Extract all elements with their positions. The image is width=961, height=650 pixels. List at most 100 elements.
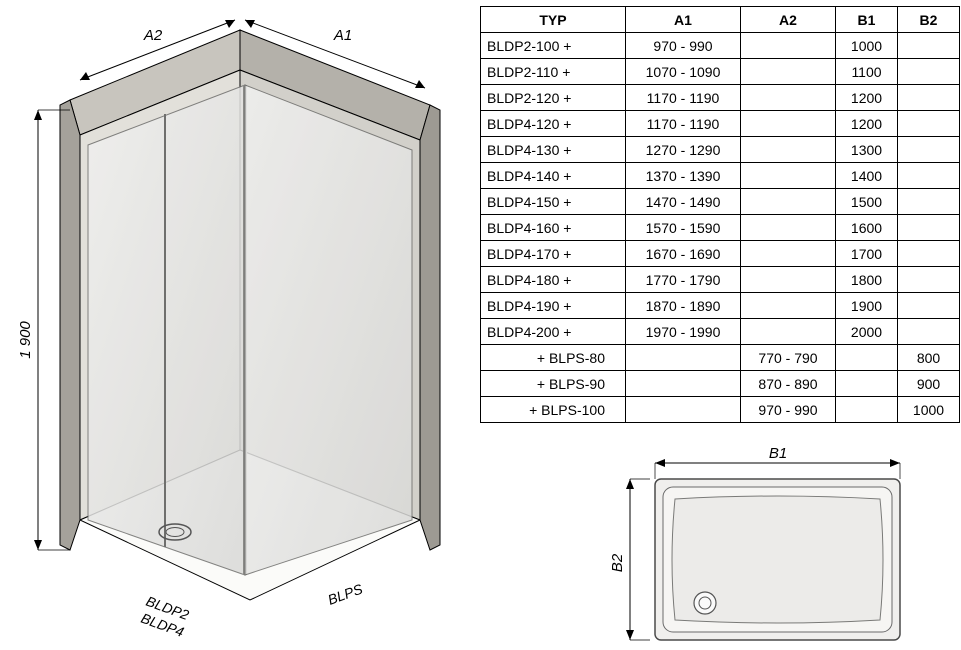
cell-a2 [741, 163, 836, 189]
cell-b1: 1100 [836, 59, 898, 85]
dimension-b1: B1 [655, 445, 900, 479]
cell-b1 [836, 345, 898, 371]
table-row: + BLPS-90 870 - 890 900 [481, 371, 960, 397]
table-row: BLDP2-110 +1070 - 1090 1100 [481, 59, 960, 85]
cell-b1: 1000 [836, 33, 898, 59]
a2-label: A2 [143, 27, 163, 44]
col-header-b2: B2 [898, 7, 960, 33]
table-row: BLDP4-190 +1870 - 1890 1900 [481, 293, 960, 319]
cell-b1: 1500 [836, 189, 898, 215]
col-header-a1: A1 [626, 7, 741, 33]
cell-a2 [741, 241, 836, 267]
cell-a1 [626, 345, 741, 371]
col-header-b1: B1 [836, 7, 898, 33]
cell-a2 [741, 319, 836, 345]
cell-a1: 1470 - 1490 [626, 189, 741, 215]
dimension-b2: B2 [609, 479, 650, 640]
cell-typ: BLDP2-120 + [481, 85, 626, 111]
cell-a1: 1270 - 1290 [626, 137, 741, 163]
cell-a1: 970 - 990 [626, 33, 741, 59]
cell-b2: 900 [898, 371, 960, 397]
table-row: BLDP2-100 +970 - 990 1000 [481, 33, 960, 59]
cell-a1: 1670 - 1690 [626, 241, 741, 267]
table-row: BLDP4-160 +1570 - 1590 1600 [481, 215, 960, 241]
b2-label: B2 [609, 553, 626, 572]
cell-a1 [626, 371, 741, 397]
cell-b2 [898, 319, 960, 345]
cell-b1: 1300 [836, 137, 898, 163]
cell-b2 [898, 33, 960, 59]
cell-b2 [898, 85, 960, 111]
cell-b2 [898, 137, 960, 163]
cell-b1: 1900 [836, 293, 898, 319]
cell-b1: 1600 [836, 215, 898, 241]
cell-b1 [836, 371, 898, 397]
cell-typ: BLDP4-200 + [481, 319, 626, 345]
cell-typ: BLDP2-100 + [481, 33, 626, 59]
cell-a2 [741, 215, 836, 241]
table-row: BLDP4-130 +1270 - 1290 1300 [481, 137, 960, 163]
enclosure-isometric-diagram: 1 900 A2 A1 BLDP2 BLDP4 BLPS [10, 10, 470, 640]
table-row: BLDP4-180 +1770 - 1790 1800 [481, 267, 960, 293]
cell-a2: 870 - 890 [741, 371, 836, 397]
cell-a2 [741, 267, 836, 293]
table-row: BLDP4-200 +1970 - 19902000 [481, 319, 960, 345]
cell-b2 [898, 59, 960, 85]
cell-a1: 1170 - 1190 [626, 111, 741, 137]
cell-typ: BLDP2-110 + [481, 59, 626, 85]
cell-typ: BLDP4-180 + [481, 267, 626, 293]
cell-b1: 1700 [836, 241, 898, 267]
cell-b2 [898, 293, 960, 319]
wall-left-edge [60, 100, 80, 550]
cell-a1 [626, 397, 741, 423]
cell-a2 [741, 111, 836, 137]
cell-typ: BLDP4-160 + [481, 215, 626, 241]
cell-b2 [898, 241, 960, 267]
cell-a1: 1770 - 1790 [626, 267, 741, 293]
cell-a1: 1570 - 1590 [626, 215, 741, 241]
cell-b2 [898, 163, 960, 189]
cell-b1: 1800 [836, 267, 898, 293]
glass-panel-left [88, 85, 245, 575]
cell-b1: 1400 [836, 163, 898, 189]
cell-a1: 1870 - 1890 [626, 293, 741, 319]
cell-b2: 800 [898, 345, 960, 371]
cell-b2 [898, 215, 960, 241]
cell-a2 [741, 59, 836, 85]
cell-a1: 1370 - 1390 [626, 163, 741, 189]
cell-a2 [741, 189, 836, 215]
cell-b1: 2000 [836, 319, 898, 345]
table-header-row: TYP A1 A2 B1 B2 [481, 7, 960, 33]
cell-b2: 1000 [898, 397, 960, 423]
table-row: BLDP4-170 +1670 - 1690 1700 [481, 241, 960, 267]
cell-a2 [741, 293, 836, 319]
cell-a1: 1170 - 1190 [626, 85, 741, 111]
table-row: + BLPS-100 970 - 990 1000 [481, 397, 960, 423]
cell-a2 [741, 85, 836, 111]
cell-a2 [741, 137, 836, 163]
cell-typ: BLDP4-170 + [481, 241, 626, 267]
cell-typ: + BLPS-90 [481, 371, 626, 397]
cell-typ: + BLPS-80 [481, 345, 626, 371]
cell-typ: BLDP4-190 + [481, 293, 626, 319]
cell-typ: BLDP4-140 + [481, 163, 626, 189]
table-row: BLDP4-140 +1370 - 1390 1400 [481, 163, 960, 189]
cell-typ: BLDP4-150 + [481, 189, 626, 215]
cell-typ: BLDP4-130 + [481, 137, 626, 163]
table-row: BLDP4-150 +1470 - 1490 1500 [481, 189, 960, 215]
b1-label: B1 [769, 445, 787, 462]
cell-typ: + BLPS-100 [481, 397, 626, 423]
cell-b1: 1200 [836, 111, 898, 137]
label-blps: BLPS [326, 580, 366, 608]
cell-a2 [741, 33, 836, 59]
cell-b2 [898, 189, 960, 215]
dimensions-table: TYP A1 A2 B1 B2 BLDP2-100 +970 - 9901000… [480, 6, 960, 423]
cell-b1 [836, 397, 898, 423]
col-header-typ: TYP [481, 7, 626, 33]
glass-panel-right [245, 85, 412, 575]
cell-a2: 970 - 990 [741, 397, 836, 423]
cell-a1: 1070 - 1090 [626, 59, 741, 85]
table-row: BLDP2-120 +1170 - 11901200 [481, 85, 960, 111]
col-header-a2: A2 [741, 7, 836, 33]
cell-b2 [898, 111, 960, 137]
